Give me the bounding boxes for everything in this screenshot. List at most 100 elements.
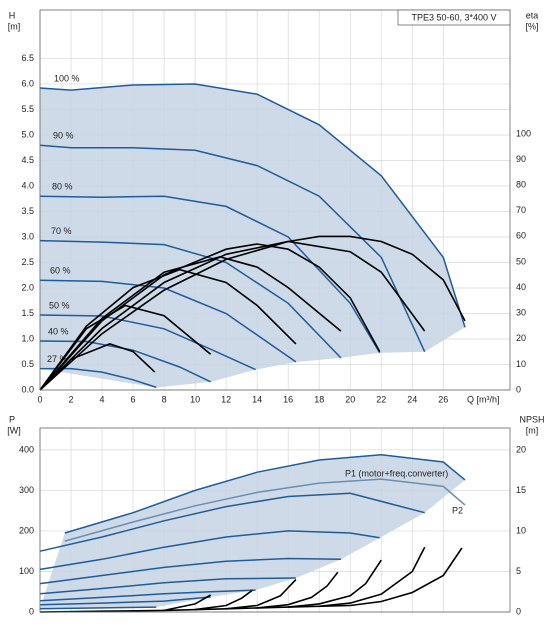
y-axis-unit: [W] bbox=[7, 425, 21, 435]
y-tick-label: 6.5 bbox=[21, 53, 34, 63]
y-tick-label: 3.5 bbox=[21, 206, 34, 216]
y2-tick-label: 0 bbox=[516, 606, 521, 616]
y-axis-label: H bbox=[9, 10, 16, 20]
y2-tick-label: 10 bbox=[516, 359, 526, 369]
secondary-curve bbox=[39, 240, 426, 391]
curve bbox=[39, 340, 211, 383]
y-tick-label: 5.5 bbox=[21, 104, 34, 114]
secondary-curve bbox=[39, 243, 381, 391]
y2-tick-label: 70 bbox=[516, 205, 526, 215]
y-tick-label: 100 bbox=[19, 566, 34, 576]
y2-axis-label: NPSH bbox=[519, 414, 544, 424]
y-tick-label: 200 bbox=[19, 525, 34, 535]
x-tick-label: 14 bbox=[252, 394, 262, 404]
x-tick-label: 20 bbox=[345, 394, 355, 404]
y2-axis-unit: [%] bbox=[525, 21, 538, 31]
series-label: 90 % bbox=[53, 131, 74, 141]
secondary-curve bbox=[288, 559, 382, 608]
series-label: P2 bbox=[452, 505, 463, 515]
y-tick-label: 5.0 bbox=[21, 129, 34, 139]
curve bbox=[39, 144, 426, 353]
x-tick-label: 26 bbox=[438, 394, 448, 404]
secondary-curve bbox=[350, 547, 463, 607]
curve bbox=[39, 314, 256, 371]
x-tick-label: 16 bbox=[283, 394, 293, 404]
curve bbox=[39, 577, 296, 595]
x-tick-label: 10 bbox=[190, 394, 200, 404]
secondary-curve bbox=[194, 589, 253, 611]
y2-tick-label: 15 bbox=[516, 485, 526, 495]
curve bbox=[39, 596, 211, 606]
secondary-curve bbox=[319, 546, 426, 608]
x-tick-label: 18 bbox=[314, 394, 324, 404]
y-tick-label: 6.0 bbox=[21, 78, 34, 88]
y2-tick-label: 10 bbox=[516, 525, 526, 535]
y2-tick-label: 90 bbox=[516, 154, 526, 164]
y-axis-label: P bbox=[9, 414, 15, 424]
y-tick-label: 1.5 bbox=[21, 308, 34, 318]
curve bbox=[64, 453, 466, 534]
secondary-curve bbox=[257, 571, 339, 609]
y2-tick-label: 30 bbox=[516, 308, 526, 318]
x-tick-label: 0 bbox=[37, 394, 42, 404]
curve bbox=[39, 589, 256, 602]
series-label: 50 % bbox=[49, 300, 70, 310]
y2-tick-label: 20 bbox=[516, 333, 526, 343]
curve bbox=[39, 239, 342, 359]
y2-tick-label: 5 bbox=[516, 566, 521, 576]
x-tick-label: 6 bbox=[131, 394, 136, 404]
x-tick-label: 4 bbox=[100, 394, 105, 404]
y-tick-label: 3.0 bbox=[21, 231, 34, 241]
secondary-curve bbox=[226, 579, 297, 610]
y2-tick-label: 20 bbox=[516, 444, 526, 454]
y2-tick-label: 60 bbox=[516, 231, 526, 241]
curve bbox=[39, 195, 381, 354]
y2-tick-label: 100 bbox=[516, 128, 531, 138]
y-axis-unit: [m] bbox=[8, 21, 21, 31]
x-tick-label: 24 bbox=[407, 394, 417, 404]
curve bbox=[39, 606, 157, 610]
secondary-curve bbox=[39, 255, 342, 391]
y-tick-label: 0.5 bbox=[21, 359, 34, 369]
x-tick-label: 2 bbox=[69, 394, 74, 404]
plot-frame bbox=[39, 427, 511, 613]
y2-axis-unit: [m] bbox=[526, 425, 539, 435]
series-label: 100 % bbox=[54, 73, 80, 83]
series-label: 60 % bbox=[50, 266, 71, 276]
x-axis-label: Q [m³/h] bbox=[467, 394, 500, 404]
y-tick-label: 300 bbox=[19, 485, 34, 495]
secondary-curve bbox=[39, 343, 156, 391]
secondary-curve bbox=[163, 594, 211, 612]
secondary-curve bbox=[39, 235, 466, 391]
series-label: 80 % bbox=[52, 182, 73, 192]
y2-tick-label: 0 bbox=[516, 384, 521, 394]
series-label: 40 % bbox=[48, 326, 69, 336]
curve bbox=[39, 557, 341, 585]
series-label: P1 (motor+freq.converter) bbox=[345, 468, 448, 478]
y-tick-label: 0.0 bbox=[21, 384, 34, 394]
plot-frame bbox=[39, 9, 511, 391]
title-box bbox=[397, 9, 511, 26]
chart-title: TPE3 50-60, 3*400 V bbox=[411, 12, 496, 22]
curve bbox=[39, 530, 380, 571]
curve bbox=[64, 478, 466, 542]
x-tick-label: 22 bbox=[376, 394, 386, 404]
y-tick-label: 400 bbox=[19, 444, 34, 454]
y-tick-label: 2.5 bbox=[21, 257, 34, 267]
secondary-curve bbox=[39, 304, 212, 391]
series-label: 27 % bbox=[47, 354, 68, 364]
y-tick-label: 2.0 bbox=[21, 282, 34, 292]
y2-axis-label: eta bbox=[526, 10, 539, 20]
y2-tick-label: 80 bbox=[516, 180, 526, 190]
y-tick-label: 1.0 bbox=[21, 333, 34, 343]
y-tick-label: 4.0 bbox=[21, 180, 34, 190]
y-tick-label: 0 bbox=[29, 606, 34, 616]
x-tick-label: 8 bbox=[162, 394, 167, 404]
x-tick-label: 12 bbox=[221, 394, 231, 404]
curve bbox=[39, 279, 297, 363]
y2-tick-label: 40 bbox=[516, 282, 526, 292]
curve bbox=[39, 83, 466, 328]
curve bbox=[39, 492, 425, 552]
y2-tick-label: 50 bbox=[516, 256, 526, 266]
